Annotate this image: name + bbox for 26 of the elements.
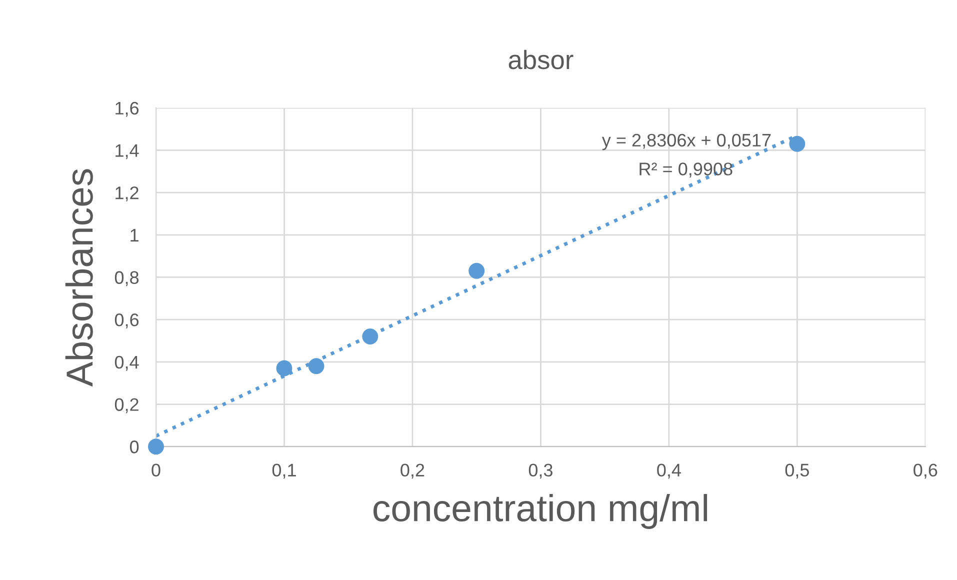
y-tick-label: 0,2 xyxy=(114,398,138,414)
y-tick-label: 1,4 xyxy=(116,144,139,160)
point xyxy=(148,438,164,455)
x-tick-label: 0,6 xyxy=(914,464,938,479)
x-tick-label: 0 xyxy=(152,464,160,477)
x-tick-label: 0,4 xyxy=(657,464,681,479)
y-tick-label: 1,6 xyxy=(116,102,139,117)
y-tick-label: 1,2 xyxy=(116,186,138,202)
annotation: y = 2,8306x + 0,0517 xyxy=(602,134,771,150)
y-tick-label: 1 xyxy=(130,229,138,242)
x-axis-title: concentration mg/ml xyxy=(373,494,708,529)
chart-title: absor xyxy=(508,50,574,70)
y-axis-title: Absorbances xyxy=(65,169,93,387)
point xyxy=(789,136,806,152)
point xyxy=(468,262,485,279)
y-tick-label: 0,8 xyxy=(114,271,139,286)
point xyxy=(276,360,292,376)
point xyxy=(362,328,378,344)
x-tick-label: 0,1 xyxy=(272,464,296,479)
y-tick-label: 0 xyxy=(130,440,139,454)
x-tick-label: 0,3 xyxy=(528,464,552,479)
point xyxy=(308,358,324,374)
x-tick-label: 0,2 xyxy=(400,464,424,479)
y-tick-label: 0,6 xyxy=(114,314,139,328)
y-tick-label: 0,4 xyxy=(114,356,139,371)
x-tick-label: 0,5 xyxy=(785,464,809,479)
